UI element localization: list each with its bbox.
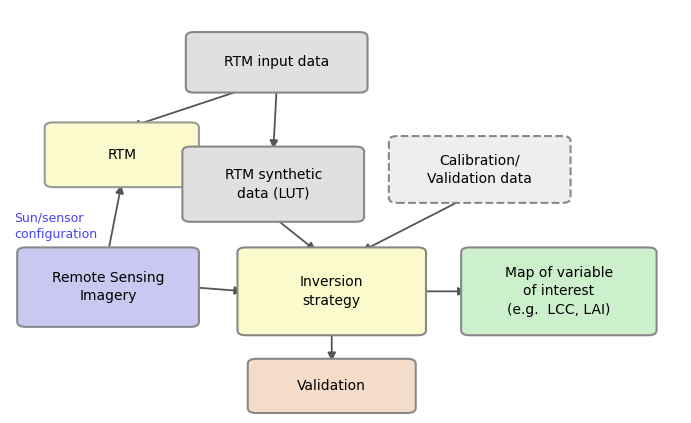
Text: Inversion
strategy: Inversion strategy [300, 275, 363, 308]
FancyBboxPatch shape [238, 247, 426, 335]
Text: Validation: Validation [297, 379, 366, 393]
Text: Calibration/
Validation data: Calibration/ Validation data [427, 153, 532, 186]
Text: RTM input data: RTM input data [224, 55, 330, 69]
FancyBboxPatch shape [17, 247, 199, 327]
FancyBboxPatch shape [182, 147, 364, 222]
Text: Sun/sensor
configuration: Sun/sensor configuration [14, 212, 97, 241]
FancyBboxPatch shape [186, 32, 368, 93]
Text: RTM: RTM [107, 148, 136, 162]
Text: RTM synthetic
data (LUT): RTM synthetic data (LUT) [225, 168, 322, 201]
FancyBboxPatch shape [248, 359, 416, 413]
Text: Remote Sensing
Imagery: Remote Sensing Imagery [52, 271, 164, 303]
Text: Map of variable
of interest
(e.g.  LCC, LAI): Map of variable of interest (e.g. LCC, L… [505, 266, 613, 317]
FancyBboxPatch shape [461, 247, 656, 335]
FancyBboxPatch shape [389, 136, 571, 203]
FancyBboxPatch shape [45, 122, 199, 187]
